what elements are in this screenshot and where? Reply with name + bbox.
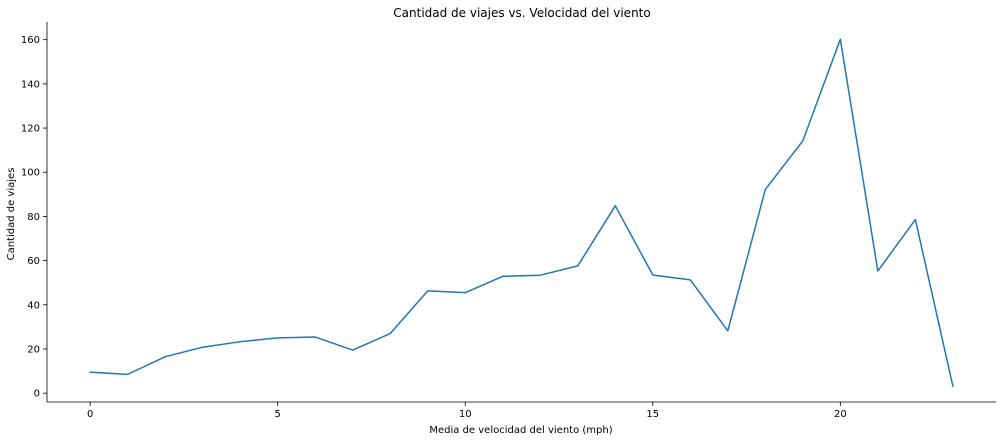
y-tick-label: 0 xyxy=(34,389,40,400)
x-axis-ticks: 0 5 10 15 20 xyxy=(87,402,847,420)
x-tick-label: 15 xyxy=(646,409,659,420)
x-tick-label: 5 xyxy=(274,409,280,420)
y-tick-label: 140 xyxy=(21,79,40,90)
x-tick-label: 20 xyxy=(834,409,847,420)
y-tick-label: 80 xyxy=(27,212,40,223)
y-tick-label: 40 xyxy=(27,300,40,311)
y-axis-label: Cantidad de viajes xyxy=(6,168,17,261)
series-line xyxy=(89,38,954,387)
y-axis-ticks: 0 20 40 60 80 100 120 140 160 xyxy=(21,35,47,400)
y-tick-label: 120 xyxy=(21,124,40,135)
x-tick-label: 0 xyxy=(87,409,93,420)
series-layer xyxy=(89,38,954,387)
x-tick-label: 10 xyxy=(459,409,472,420)
x-axis-label: Media de velocidad del viento (mph) xyxy=(429,425,612,436)
y-tick-label: 100 xyxy=(21,168,40,179)
y-tick-label: 20 xyxy=(27,344,40,355)
chart-title: Cantidad de viajes vs. Velocidad del vie… xyxy=(393,6,650,20)
y-tick-label: 60 xyxy=(27,256,40,267)
y-tick-label: 160 xyxy=(21,35,40,46)
